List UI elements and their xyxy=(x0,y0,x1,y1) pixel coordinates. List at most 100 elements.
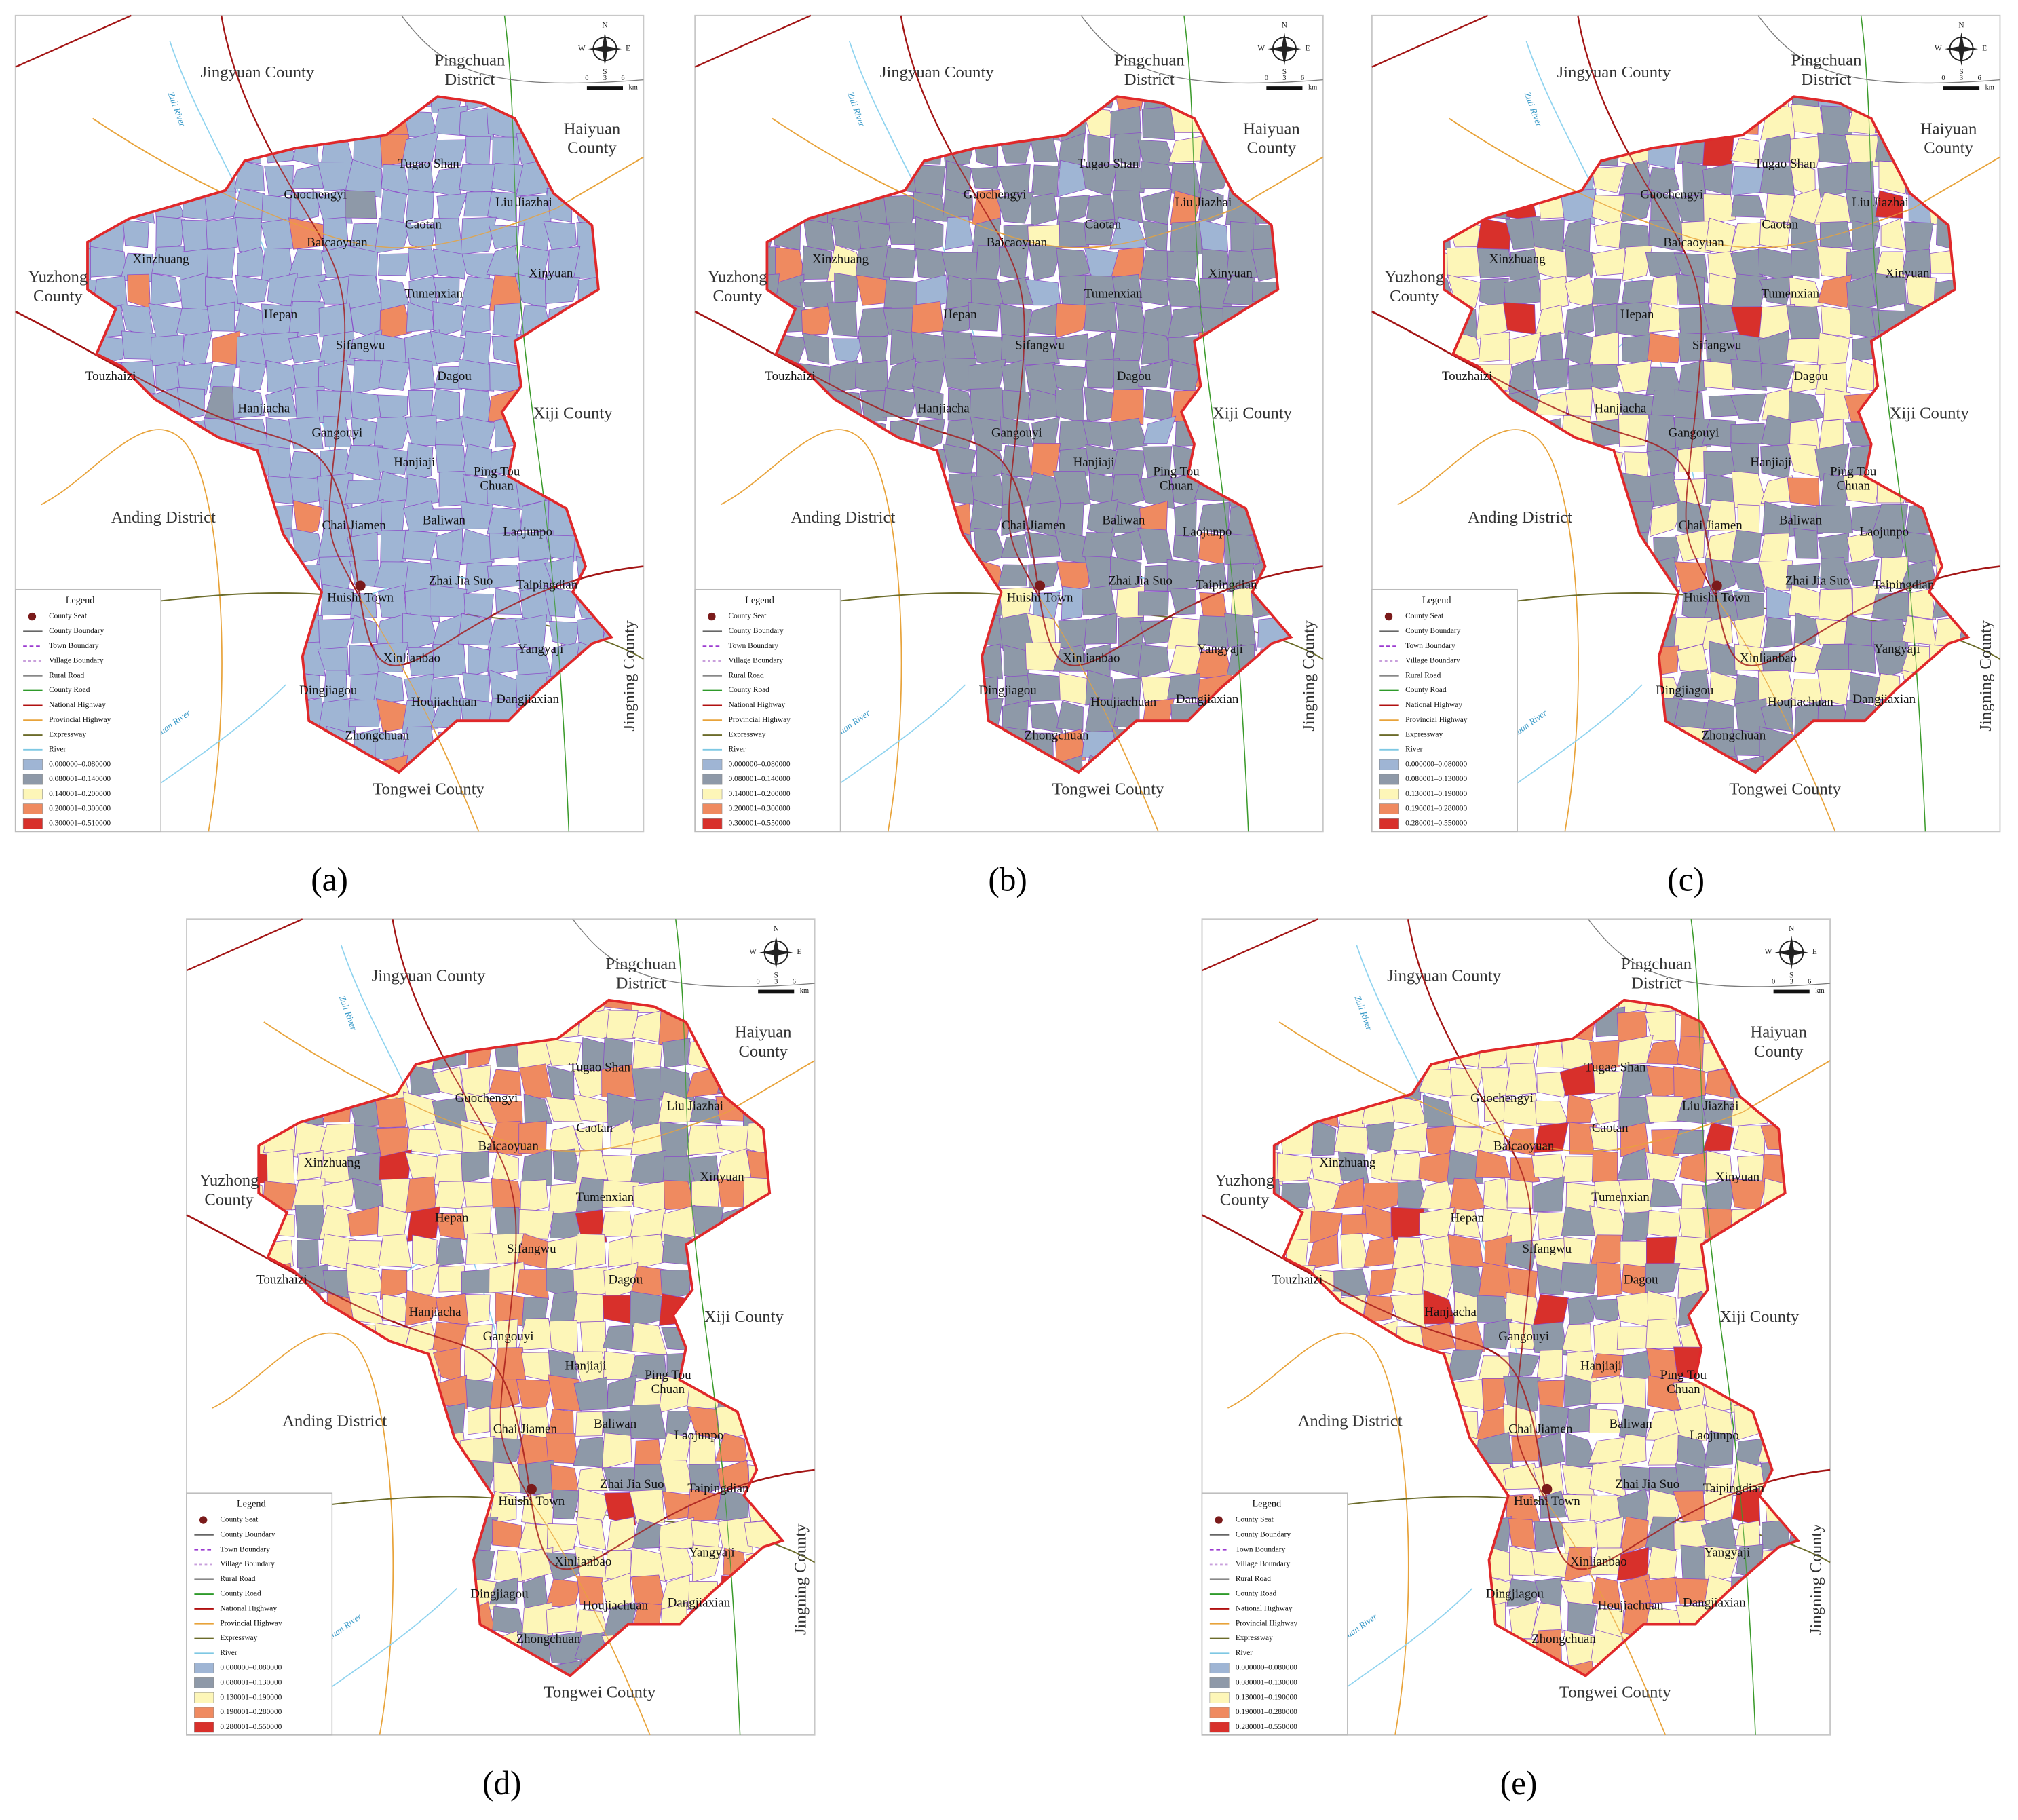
town-label: Touzhaizi xyxy=(1272,1273,1322,1287)
village-cell xyxy=(630,1547,667,1582)
county-boundary xyxy=(1272,998,1800,1677)
village-cell xyxy=(345,479,383,504)
village-cell xyxy=(970,166,1006,189)
region-label: Yuzhong xyxy=(28,267,88,286)
village-cell xyxy=(350,593,377,619)
town-label: Xinyuan xyxy=(1715,1170,1760,1184)
village-cell xyxy=(882,387,919,418)
village-cell xyxy=(1791,103,1825,136)
village-cell xyxy=(461,1150,490,1184)
legend-label: County Boundary xyxy=(1405,627,1461,635)
legend-label: Provincial Highway xyxy=(220,1619,282,1627)
town-label: Zhai Jia Suo xyxy=(429,574,493,588)
scale-label: 0 xyxy=(1772,979,1775,986)
region-label: Anding District xyxy=(791,508,895,527)
legend-label: 0.190001–0.280000 xyxy=(1236,1708,1297,1716)
village-cell xyxy=(1675,273,1705,305)
village-cell xyxy=(543,221,577,254)
region-label: Jingning County xyxy=(1299,620,1318,731)
scale-label: 3 xyxy=(1790,979,1793,986)
village-cell xyxy=(1110,474,1145,510)
town-label: Dingjiagou xyxy=(299,683,358,698)
village-cell xyxy=(911,301,945,334)
road xyxy=(1757,15,2000,84)
region-label: Yuzhong xyxy=(199,1171,259,1190)
town-label: Taipingdian xyxy=(1196,577,1257,592)
village-cell xyxy=(1169,221,1202,255)
legend-label: Provincial Highway xyxy=(1405,716,1468,724)
village-cell xyxy=(350,391,383,423)
village-cell xyxy=(1766,586,1793,621)
legend-label: Rural Road xyxy=(1405,671,1441,679)
village-cell xyxy=(1084,612,1118,645)
village-cell xyxy=(406,1129,441,1155)
region-label: Tongwei County xyxy=(544,1684,656,1702)
town-label: Tumenxian xyxy=(404,287,463,301)
town-label: Dangjiaxian xyxy=(496,692,559,706)
village-cell xyxy=(691,1544,723,1583)
legend-swatch xyxy=(702,759,723,770)
village-cell xyxy=(489,1577,518,1605)
scale-bar xyxy=(1266,86,1303,90)
village-cell xyxy=(434,139,468,166)
legend-label: National Highway xyxy=(1236,1605,1293,1613)
village-cell xyxy=(290,476,324,505)
legend-swatch xyxy=(1379,759,1399,770)
town-label: Hanjiacha xyxy=(1424,1305,1477,1319)
road xyxy=(1716,598,1836,773)
compass: N S W E xyxy=(1935,22,1987,76)
village-cell xyxy=(573,1545,609,1582)
legend-label: 0.280001–0.550000 xyxy=(1236,1723,1297,1731)
village-cell xyxy=(1793,528,1819,559)
road xyxy=(531,1502,651,1676)
village-cell xyxy=(1110,529,1143,562)
village-cell xyxy=(1648,302,1682,333)
town-label: Hanjiaji xyxy=(565,1359,606,1373)
compass-letter: S xyxy=(1959,68,1963,76)
town-label: Sifangwu xyxy=(1522,1242,1572,1256)
village-cell xyxy=(1447,247,1483,278)
panel-label: (d) xyxy=(482,1764,521,1802)
panel-label: (b) xyxy=(988,860,1027,898)
village-cell xyxy=(411,1262,441,1295)
village-cell xyxy=(1061,586,1086,620)
village-cell xyxy=(1823,387,1851,421)
village-cell xyxy=(1030,702,1063,734)
village-cell xyxy=(1732,1487,1761,1526)
legend-label: Expressway xyxy=(1236,1634,1273,1642)
legend-swatch xyxy=(1209,1677,1230,1688)
legend-label: Village Boundary xyxy=(729,657,784,665)
village-cell xyxy=(1787,477,1820,507)
compass-letter: E xyxy=(626,45,630,53)
village-cell xyxy=(913,216,944,254)
town-label: Xinzhuang xyxy=(812,252,869,267)
village-cell xyxy=(1143,415,1177,444)
village-cell xyxy=(1846,161,1875,199)
village-cell xyxy=(1056,561,1092,593)
village-cell xyxy=(1591,1576,1622,1610)
region-label: District xyxy=(1124,71,1175,89)
town-label: Caotan xyxy=(1762,217,1798,231)
village-cell xyxy=(382,1293,408,1323)
town-label: Yangyaji xyxy=(1197,642,1243,656)
village-cell xyxy=(488,1120,522,1156)
scale-bar xyxy=(1943,86,1980,90)
compass: N S W E xyxy=(749,925,801,979)
village-cell xyxy=(1844,189,1880,227)
village-cell xyxy=(1730,529,1762,565)
village-cell xyxy=(971,189,1002,225)
region-label: Jingyuan County xyxy=(1387,966,1501,985)
town-label: Zhongchuan xyxy=(516,1632,581,1646)
region-label: Haiyuan xyxy=(1920,119,1977,138)
compass: N S W E xyxy=(578,22,630,76)
legend-label: County Road xyxy=(729,686,770,694)
village-cell xyxy=(232,386,265,419)
legend-label: Expressway xyxy=(1405,731,1443,739)
county-boundary xyxy=(765,95,1293,774)
region-label: Tongwei County xyxy=(1052,780,1164,798)
region-label: Anding District xyxy=(111,508,216,527)
village-cell xyxy=(658,1517,695,1551)
legend-label: National Highway xyxy=(220,1605,277,1613)
region-label: County xyxy=(1390,287,1439,305)
town-label: Xinlianbao xyxy=(383,651,440,665)
